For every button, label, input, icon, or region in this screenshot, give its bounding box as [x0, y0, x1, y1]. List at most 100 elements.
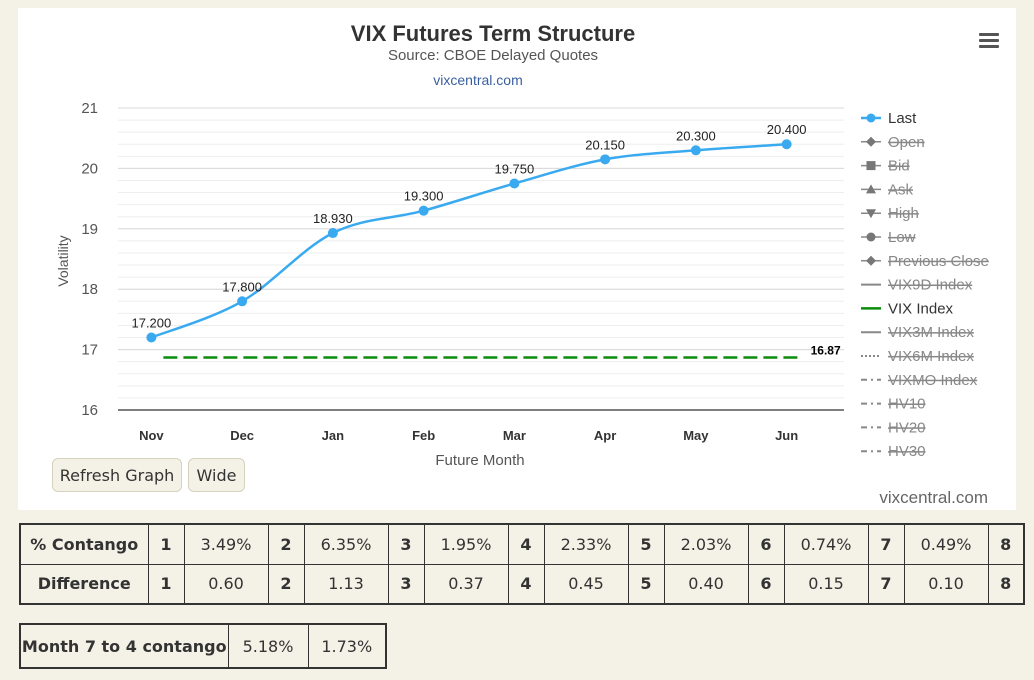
table-index-cell: 5 [627, 523, 665, 565]
contango-row: % Contango 1 3.49% 2 6.35% 3 1.95% 4 2.33% 5 2.03… [19, 523, 1025, 565]
last-data-point[interactable] [781, 139, 792, 150]
chart-title: VIX Futures Term Structure [351, 21, 635, 46]
x-tick-label: May [683, 428, 709, 443]
month-contango-row: Month 7 to 4 contango 5.18% 1.73% [19, 623, 387, 669]
table-value-cell: 0.74% [783, 523, 869, 565]
month-contango-value-2: 1.73% [307, 623, 387, 669]
x-tick-label: Feb [412, 428, 435, 443]
month-contango-value-1: 5.18% [227, 623, 309, 669]
legend-item[interactable]: Open [861, 134, 925, 151]
x-tick-label: Apr [594, 428, 616, 443]
table-value-cell: 6.35% [303, 523, 389, 565]
legend-square-icon [866, 161, 876, 171]
table-value-cell: 1.95% [423, 523, 509, 565]
legend-label: Bid [888, 158, 910, 175]
chart-subtitle: Source: CBOE Delayed Quotes [388, 47, 598, 64]
legend-item[interactable]: Bid [861, 158, 910, 175]
legend-triangle-down-icon [866, 209, 876, 219]
legend-label: Previous Close [888, 253, 989, 270]
contango-table: % Contango 1 3.49% 2 6.35% 3 1.95% 4 2.33% 5 2.03… [19, 523, 1025, 605]
last-data-point[interactable] [237, 296, 248, 307]
y-tick-label: 16 [81, 402, 98, 419]
data-point-label: 17.200 [131, 316, 171, 331]
y-axis-label: Volatility [55, 235, 71, 286]
legend-item[interactable]: Low [861, 229, 916, 246]
x-tick-label: Mar [503, 428, 526, 443]
legend-label: Ask [888, 181, 914, 198]
table-value-cell: 0.45 [543, 563, 629, 605]
legend-label: VIX9D Index [888, 277, 973, 294]
last-series-line [150, 142, 787, 339]
table-value-cell: 0.15 [783, 563, 869, 605]
table-value-cell: 1.13 [303, 563, 389, 605]
chart-panel: 16 17 18 19 20 21 Nov Dec Jan Feb Mar Apr May Jun 16… [18, 8, 1016, 510]
last-data-point[interactable] [600, 154, 611, 165]
table-value-cell: 2.33% [543, 523, 629, 565]
last-data-point[interactable] [690, 145, 701, 156]
table-value-cell: 0.10 [903, 563, 989, 605]
table-index-cell: 6 [747, 563, 785, 605]
legend-label: VIX3M Index [888, 324, 974, 341]
legend-label: HV20 [888, 419, 926, 436]
x-axis-label: Future Month [435, 452, 524, 469]
legend-circle-icon [866, 232, 876, 242]
legend-label: Last [888, 110, 917, 127]
table-value-cell: 0.40 [663, 563, 749, 605]
legend-item[interactable]: VIX Index [861, 300, 954, 317]
table-index-cell: 2 [267, 563, 305, 605]
legend-item[interactable]: HV10 [861, 396, 926, 413]
legend-item[interactable]: VIX6M Index [861, 348, 974, 365]
wide-button[interactable]: Wide [188, 458, 245, 492]
data-point-label: 20.400 [767, 122, 807, 137]
legend-label: HV10 [888, 396, 926, 413]
table-value-cell: 3.49% [183, 523, 269, 565]
legend-item[interactable]: High [861, 205, 919, 222]
table-index-cell: 1 [147, 523, 185, 565]
table-value-cell: 0.37 [423, 563, 509, 605]
legend-item[interactable]: VIXMO Index [861, 372, 978, 389]
table-value-cell: 0.60 [183, 563, 269, 605]
data-point-label: 20.300 [676, 128, 716, 143]
last-data-point[interactable] [327, 228, 338, 239]
table-index-cell: 2 [267, 523, 305, 565]
refresh-graph-button[interactable]: Refresh Graph [52, 458, 182, 492]
chart-credit-link[interactable]: vixcentral.com [433, 72, 522, 88]
legend-item[interactable]: Ask [861, 181, 914, 198]
table-index-cell: 8 [987, 523, 1025, 565]
legend-label: HV30 [888, 443, 926, 460]
legend-label: VIX6M Index [888, 348, 974, 365]
table-index-cell: 3 [387, 563, 425, 605]
legend-circle-icon [866, 113, 876, 123]
y-tick-label: 21 [81, 100, 98, 117]
chart: 16 17 18 19 20 21 Nov Dec Jan Feb Mar Apr May Jun 16… [55, 21, 999, 469]
data-point-label: 20.150 [585, 137, 625, 152]
contango-row-label: % Contango [19, 523, 149, 565]
last-data-point[interactable] [146, 332, 157, 343]
legend-item[interactable]: HV30 [861, 443, 926, 460]
legend-triangle-icon [866, 184, 876, 194]
data-point-label: 19.750 [494, 162, 534, 177]
legend-label: Open [888, 134, 925, 151]
legend-item[interactable]: Previous Close [861, 253, 989, 270]
difference-row-label: Difference [19, 563, 149, 605]
last-data-point[interactable] [509, 178, 520, 189]
table-index-cell: 6 [747, 523, 785, 565]
table-index-cell: 7 [867, 523, 905, 565]
table-index-cell: 7 [867, 563, 905, 605]
legend-item[interactable]: Last [861, 110, 917, 127]
watermark-text: vixcentral.com [879, 488, 988, 507]
legend-item[interactable]: VIX3M Index [861, 324, 974, 341]
table-index-cell: 3 [387, 523, 425, 565]
y-tick-label: 18 [81, 281, 98, 298]
table-index-cell: 8 [987, 563, 1025, 605]
last-data-point[interactable] [418, 205, 429, 216]
y-tick-label: 20 [81, 160, 98, 177]
x-tick-label: Jun [775, 428, 798, 443]
legend-item[interactable]: HV20 [861, 419, 926, 436]
x-tick-label: Jan [322, 428, 344, 443]
y-tick-label: 17 [81, 342, 98, 359]
legend-item[interactable]: VIX9D Index [861, 277, 973, 294]
hamburger-menu-icon[interactable] [979, 33, 999, 48]
legend-label: Low [888, 229, 916, 246]
vix-index-value-label: 16.87 [811, 343, 841, 357]
